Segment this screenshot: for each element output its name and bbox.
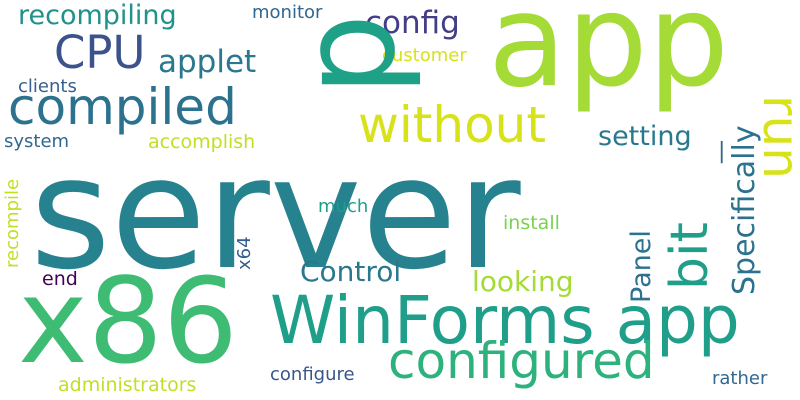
- word-cpu: CPU: [54, 26, 146, 79]
- word-monitor: monitor: [252, 2, 323, 23]
- word-recompiling: recompiling: [18, 0, 177, 31]
- word-setting: setting: [598, 121, 692, 152]
- word-x86: x86: [18, 252, 238, 390]
- word-clients: clients: [18, 76, 77, 97]
- word-customer: customer: [382, 45, 467, 66]
- word-x64: x64: [234, 236, 255, 270]
- word-configure: configure: [270, 364, 355, 385]
- word-administrators: administrators: [58, 374, 197, 396]
- word-compiled: compiled: [8, 78, 237, 136]
- word-looking: looking: [472, 265, 574, 298]
- word-install: install: [503, 212, 560, 234]
- word-config: config: [365, 5, 460, 41]
- word-winforms-app: WinForms app: [270, 282, 740, 359]
- word-rather: rather: [712, 368, 768, 389]
- word-without: without: [358, 96, 546, 154]
- word-p: p: [272, 13, 424, 96]
- word-configured: configured: [388, 332, 655, 390]
- word-control: Control: [300, 255, 402, 288]
- word-run: run: [752, 95, 800, 179]
- word-app: app: [488, 0, 729, 116]
- word-recompile: recompile: [2, 178, 23, 268]
- word-applet: applet: [158, 44, 257, 80]
- word-bar: |: [718, 139, 726, 164]
- word-end: end: [42, 268, 78, 290]
- word-much: much: [318, 196, 369, 217]
- word-panel: Panel: [626, 230, 657, 303]
- word-server: server: [30, 123, 521, 304]
- word-accomplish: accomplish: [148, 131, 256, 153]
- word-system: system: [4, 131, 70, 152]
- word-bit: bit: [660, 222, 720, 290]
